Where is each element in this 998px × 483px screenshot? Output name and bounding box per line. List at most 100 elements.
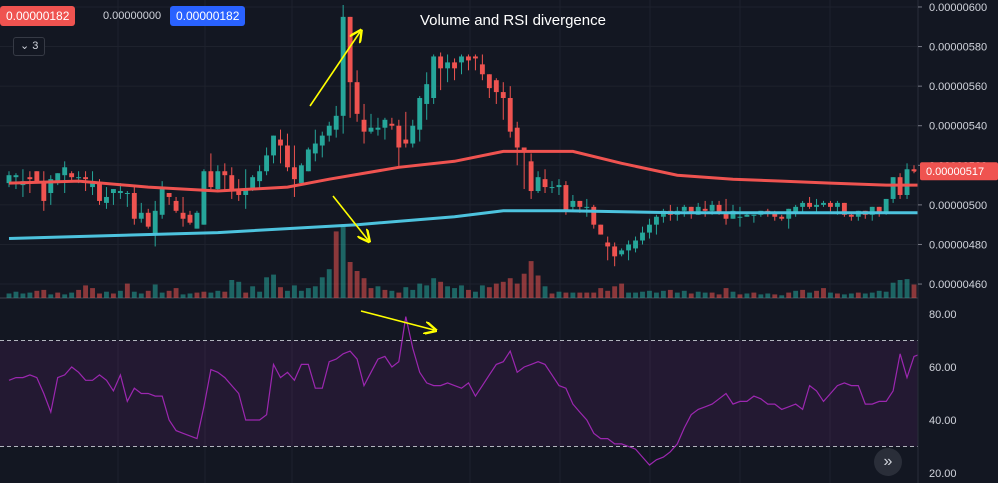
price-tick-label: 0.00000540 [929,121,987,133]
candle-body [243,189,249,195]
scroll-to-realtime-button[interactable]: » [874,448,902,476]
candle [166,193,172,205]
rsi-line [8,316,922,466]
candle [445,54,451,83]
volume-bar [904,279,910,298]
indicator-toggle-button[interactable]: ⌄ 3 [13,37,46,56]
candle-body [159,187,165,215]
candle [702,200,708,217]
candle-body [236,191,242,195]
volume-bar [848,293,854,298]
candle-body [110,189,116,194]
candle [326,121,332,142]
price-tick-label: 0.00000460 [929,279,987,291]
candle-body [215,171,221,190]
candle [486,74,492,99]
candle-body [647,224,652,233]
volume-bar [90,288,95,298]
candle-body [479,64,485,75]
candle [737,206,743,227]
candle-body [41,183,47,201]
candle-body [751,214,757,216]
candle [647,218,652,239]
candle-body [695,206,701,215]
candle [298,163,304,186]
volume-bar [83,285,89,298]
buy-price-button[interactable]: 0.00000182 [170,6,246,26]
candle-body [730,210,736,219]
price-axis-background [918,0,998,483]
volume-bar [598,288,604,298]
candle [640,226,645,245]
candle [340,5,346,134]
volume-bar [382,289,388,298]
candle-body [138,212,144,219]
candle-body [131,193,137,219]
candle-body [841,202,847,215]
volume-bar [640,291,645,298]
sell-price-button[interactable]: 0.00000182 [0,6,76,26]
candle [681,204,687,217]
candle-body [347,16,353,83]
volume-bar [215,290,221,298]
volume-bar [765,293,771,298]
candle-body [389,123,395,126]
candle [173,196,179,213]
candle-body [361,119,367,132]
candle [403,111,409,148]
price-tick-label: 0.00000580 [929,42,987,54]
volume-bar [417,283,423,298]
candle [62,161,68,194]
ma-short-line [8,149,928,193]
grid-lines [0,0,918,483]
volume-bar [403,287,409,298]
price-tick-label: 0.00000500 [929,200,987,212]
candle [431,54,437,104]
volume-bar [69,292,75,298]
candle [500,82,506,120]
candle [396,119,402,168]
candle [521,147,527,190]
volume-bar [493,283,499,298]
volume-bar [834,293,840,298]
candle-body [598,224,604,235]
candle [424,72,430,120]
volume-bar [312,286,318,298]
candle [180,196,186,227]
candlestick-series [6,5,917,267]
candle [807,196,813,209]
volume-bar [48,294,54,298]
candle-body [570,200,576,207]
volume-bar [730,291,736,298]
volume-bar [271,274,276,298]
candle [138,202,144,223]
candle-body [633,240,638,249]
volume-bar [800,289,806,298]
candle [194,210,200,229]
volume-bar [528,261,534,298]
candle-body [83,177,89,180]
volume-bar [591,292,597,298]
volume-bar [876,290,882,298]
volume-bar [117,290,123,298]
volume-bar [660,290,666,298]
candle-body [500,92,506,99]
candle-body [612,246,618,257]
candle-body [521,147,527,152]
candle [479,54,485,81]
volume-bar [786,292,792,298]
candle-body [459,56,464,63]
candle-body [340,16,346,116]
candle [814,198,819,213]
volume-bar [229,280,235,298]
volume-bar [347,262,353,298]
double-chevron-right-icon: » [883,453,893,470]
candle-body [257,171,263,182]
candle [361,103,367,144]
candle-body [737,216,743,218]
candle-body [104,196,109,203]
spread-value: 0.00000000 [103,10,162,22]
candle-body [319,135,325,146]
candle-body [208,171,214,188]
